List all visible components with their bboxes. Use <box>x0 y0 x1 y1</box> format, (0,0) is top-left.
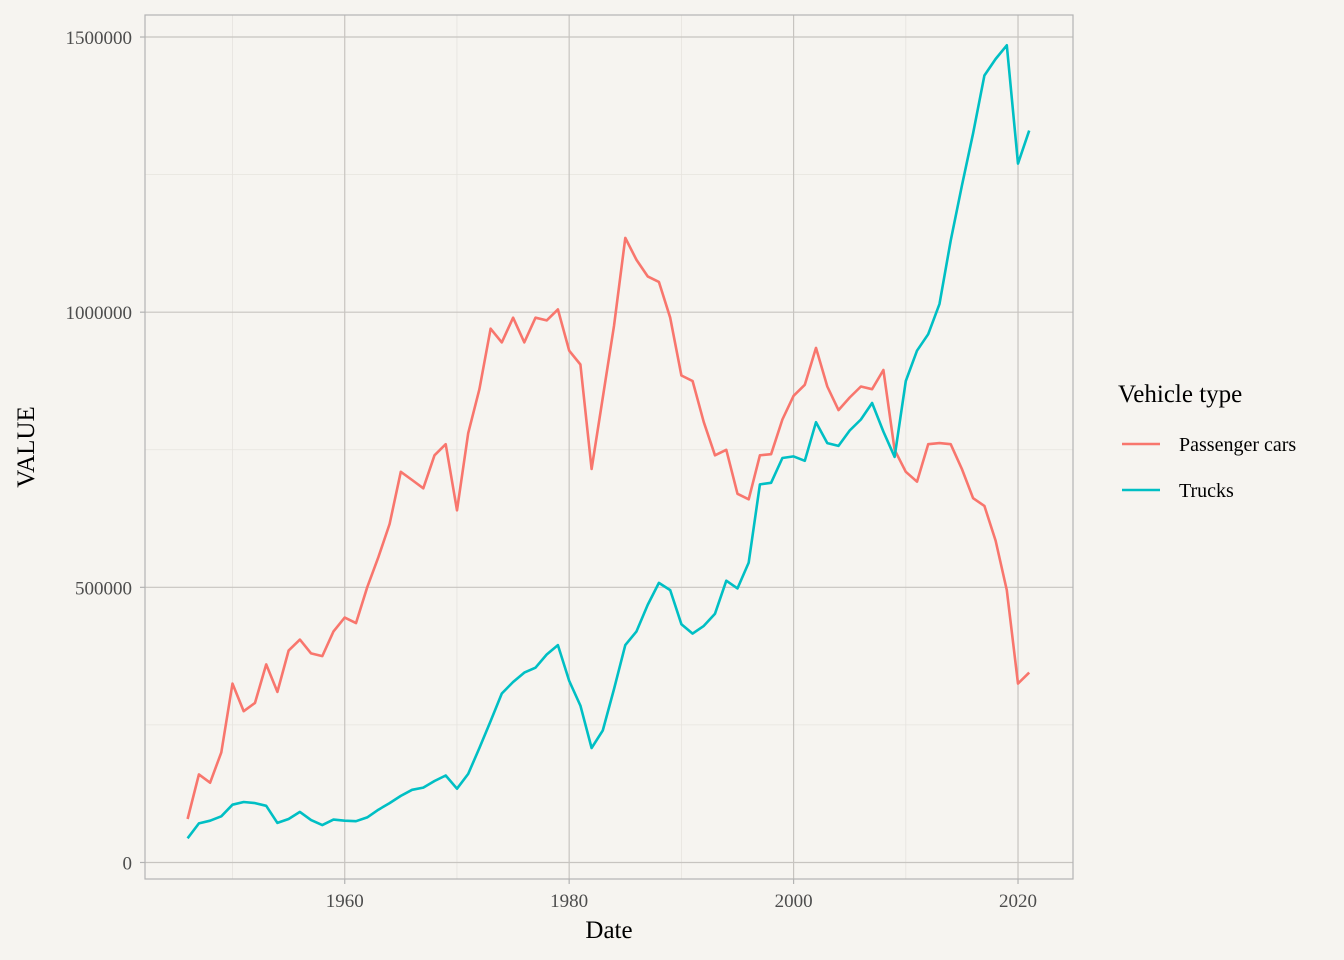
x-tick-label: 1960 <box>326 891 364 912</box>
y-tick-label: 500000 <box>75 578 132 599</box>
legend-title: Vehicle type <box>1118 381 1242 408</box>
x-tick-label: 2020 <box>999 891 1037 912</box>
x-tick-label: 2000 <box>775 891 813 912</box>
tick-labels: 1960 1980 2000 2020 0 500000 1000000 1500000 <box>66 28 1038 912</box>
x-axis-title: Date <box>585 917 632 944</box>
y-axis-title: VALUE <box>13 406 40 487</box>
axis-ticks <box>140 36 1019 884</box>
legend-label-passenger-cars: Passenger cars <box>1179 434 1296 456</box>
series-line-trucks <box>186 43 1031 840</box>
series-lines <box>186 43 1031 840</box>
minor-gridlines <box>145 15 1073 879</box>
panel-border <box>144 14 1074 880</box>
series-line-passenger-cars <box>186 236 1031 820</box>
y-tick-label: 1500000 <box>66 28 133 49</box>
legend: Vehicle type Passenger cars Trucks <box>1118 381 1296 502</box>
legend-items: Passenger cars Trucks <box>1122 434 1296 502</box>
x-tick-label: 1980 <box>550 891 588 912</box>
plot-area <box>144 14 1074 880</box>
legend-label-trucks: Trucks <box>1179 480 1234 502</box>
y-tick-label: 1000000 <box>66 303 133 324</box>
y-tick-label: 0 <box>123 853 133 874</box>
